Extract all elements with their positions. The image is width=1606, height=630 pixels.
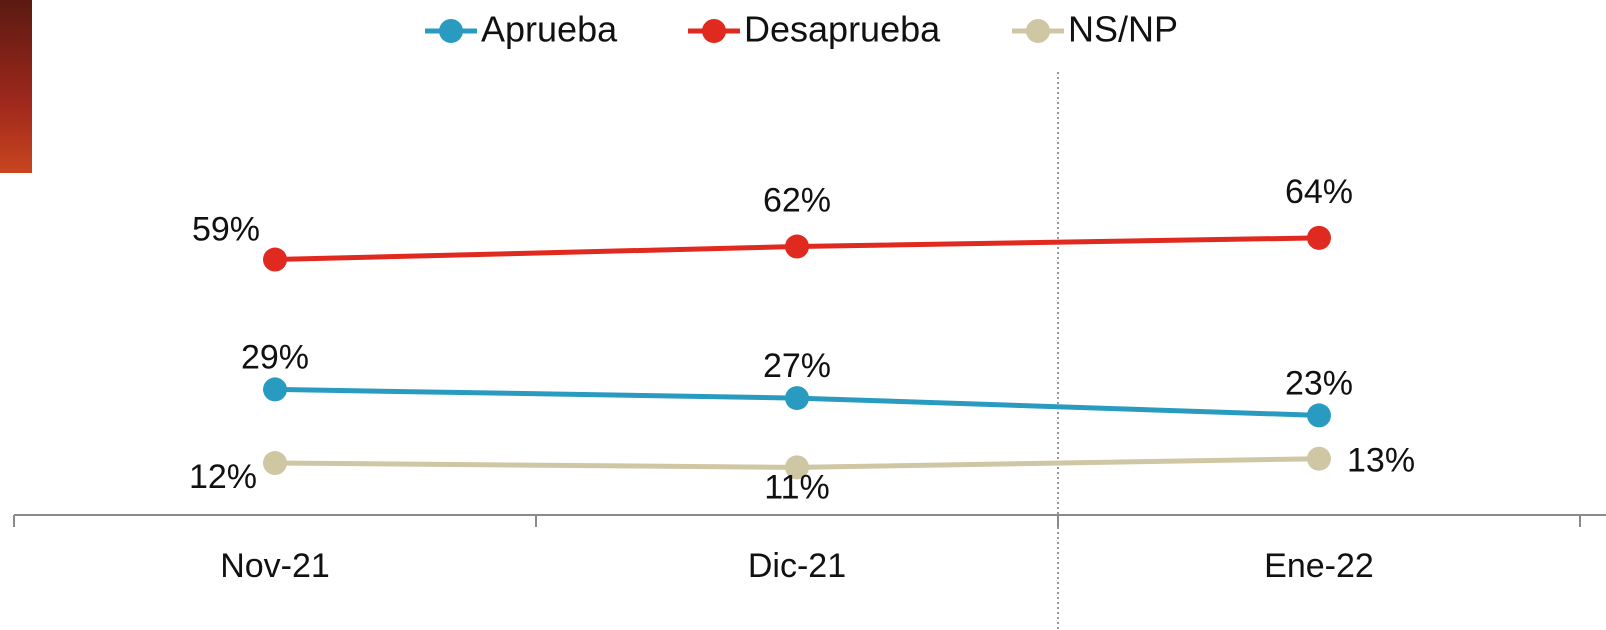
data-point (1307, 446, 1331, 471)
photo-fragment (0, 0, 32, 173)
data-point (1307, 225, 1331, 250)
data-label: 12% (189, 458, 257, 496)
legend-label: Aprueba (481, 9, 618, 50)
data-point (1307, 403, 1331, 428)
legend-marker (1026, 19, 1050, 43)
x-tick-label: Nov-21 (220, 547, 330, 585)
x-tick-label: Ene-22 (1264, 547, 1374, 585)
data-point (263, 377, 287, 402)
data-point (785, 386, 809, 411)
data-label: 62% (763, 182, 831, 220)
legend-label: NS/NP (1068, 9, 1178, 50)
data-point (785, 455, 809, 480)
data-point (263, 247, 287, 272)
x-tick-label: Dic-21 (748, 547, 846, 585)
data-label: 13% (1347, 442, 1415, 480)
data-label: 59% (192, 211, 260, 249)
data-label: 64% (1285, 173, 1353, 211)
legend-marker (702, 19, 726, 43)
legend-marker (439, 19, 463, 43)
data-label: 29% (241, 338, 309, 376)
data-label: 27% (763, 347, 831, 385)
data-label: 11% (764, 468, 830, 506)
data-label: 23% (1285, 364, 1353, 402)
legend-label: Desaprueba (744, 9, 941, 50)
data-point (785, 234, 809, 259)
data-point (263, 451, 287, 476)
